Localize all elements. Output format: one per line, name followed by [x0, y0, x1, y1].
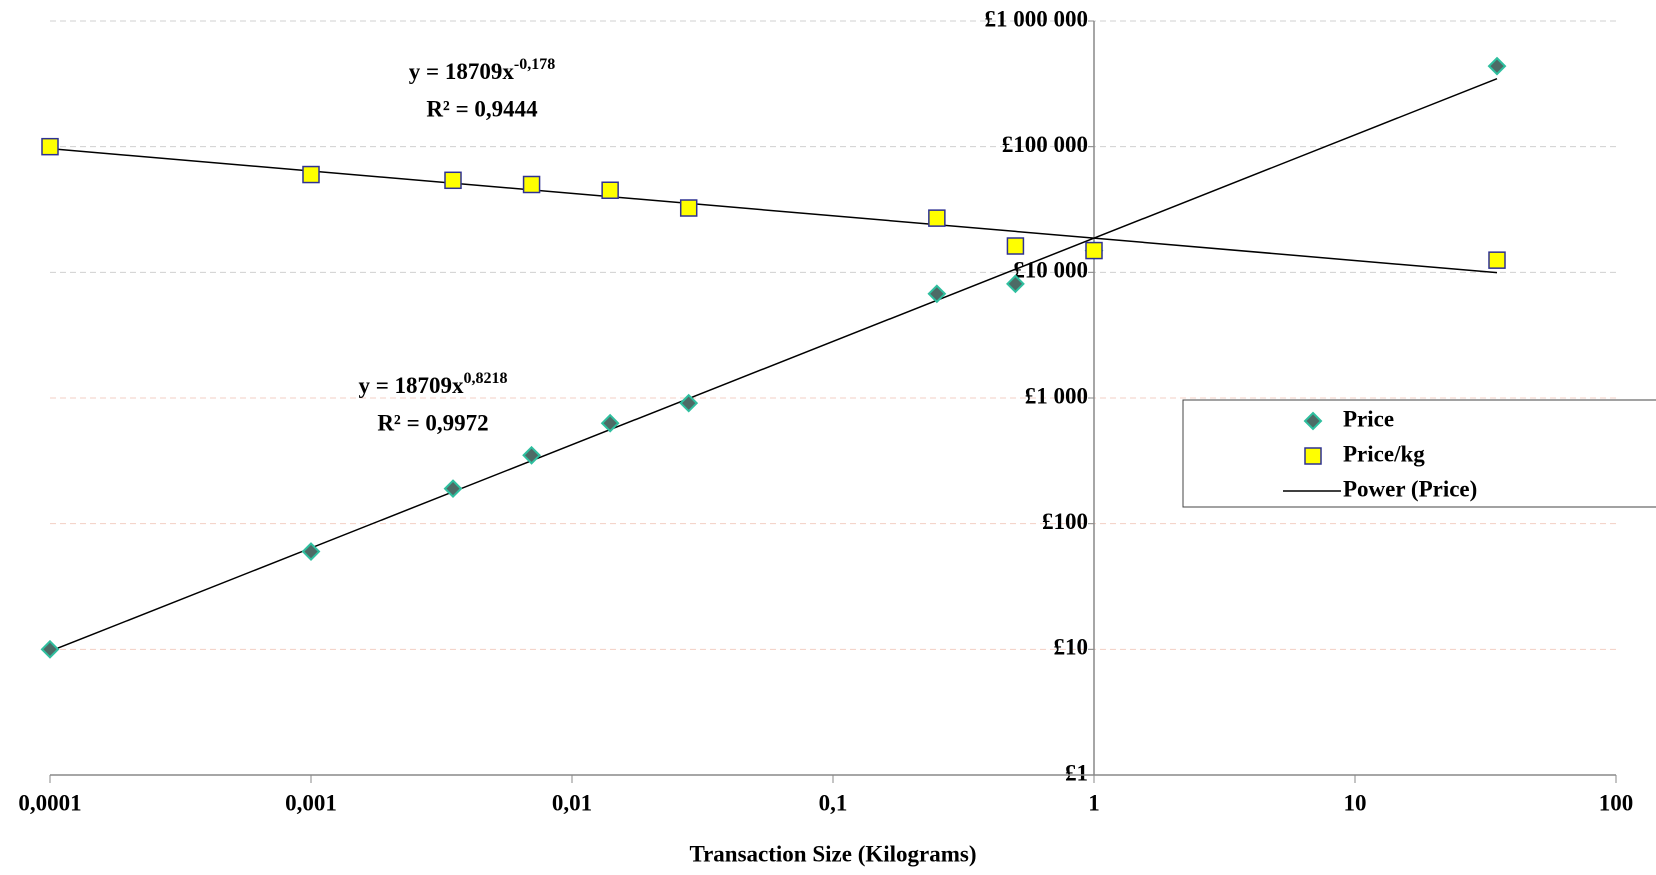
- equation-exponent: 0,8218: [464, 370, 508, 387]
- y-tick-label: £10: [1054, 635, 1089, 660]
- data-point: [1006, 274, 1025, 294]
- y-tick-label: £1 000: [1025, 383, 1088, 408]
- trendline-equation: y = 18709x-0,178: [409, 56, 555, 84]
- data-point: [600, 413, 620, 433]
- x-tick-label: 0,0001: [18, 790, 81, 815]
- equation-exponent: -0,178: [514, 56, 555, 73]
- data-point: [443, 479, 463, 499]
- data-point: [928, 209, 946, 227]
- data-point: [1488, 251, 1506, 269]
- y-tick-label: £1 000 000: [985, 6, 1089, 31]
- trendline-equation: y = 18709x0,8218: [358, 370, 507, 398]
- y-tick-label: £100 000: [1002, 132, 1088, 157]
- x-axis-title: Transaction Size (Kilograms): [689, 841, 976, 866]
- data-point: [601, 181, 619, 199]
- y-tick-label: £1: [1065, 760, 1088, 785]
- data-point: [40, 639, 60, 659]
- legend-box: [1182, 399, 1656, 508]
- data-point: [927, 284, 947, 304]
- data-point: [301, 542, 321, 561]
- data-point: [41, 137, 59, 156]
- legend-label: Price/kg: [1343, 441, 1425, 466]
- y-tick-label: £100: [1042, 509, 1088, 534]
- trendline-r-squared: R² = 0,9444: [426, 96, 538, 121]
- x-tick-label: 0,1: [819, 790, 848, 815]
- legend-label: Price: [1343, 406, 1394, 431]
- x-tick-label: 10: [1344, 790, 1367, 815]
- equation-text: y = 18709x: [409, 59, 515, 84]
- trendline: [49, 147, 1498, 274]
- legend-marker: [1303, 411, 1323, 431]
- x-tick-label: 0,001: [285, 790, 337, 815]
- y-tick-label: £10 000: [1013, 258, 1088, 283]
- x-tick-label: 1: [1088, 790, 1100, 815]
- data-point: [302, 165, 320, 184]
- data-point: [522, 445, 541, 465]
- x-tick-label: 0,01: [552, 790, 592, 815]
- data-point: [679, 199, 698, 217]
- legend-label: Power (Price): [1343, 476, 1477, 501]
- trendline: [49, 77, 1498, 652]
- data-point: [1487, 56, 1507, 76]
- data-point: [1085, 241, 1103, 260]
- data-point: [679, 393, 699, 413]
- data-point: [444, 171, 462, 190]
- data-point: [522, 175, 541, 194]
- equation-text: y = 18709x: [358, 373, 464, 398]
- data-point: [1006, 237, 1025, 255]
- x-tick-label: 100: [1599, 790, 1634, 815]
- legend-marker: [1304, 447, 1322, 465]
- trendline-r-squared: R² = 0,9972: [377, 410, 488, 435]
